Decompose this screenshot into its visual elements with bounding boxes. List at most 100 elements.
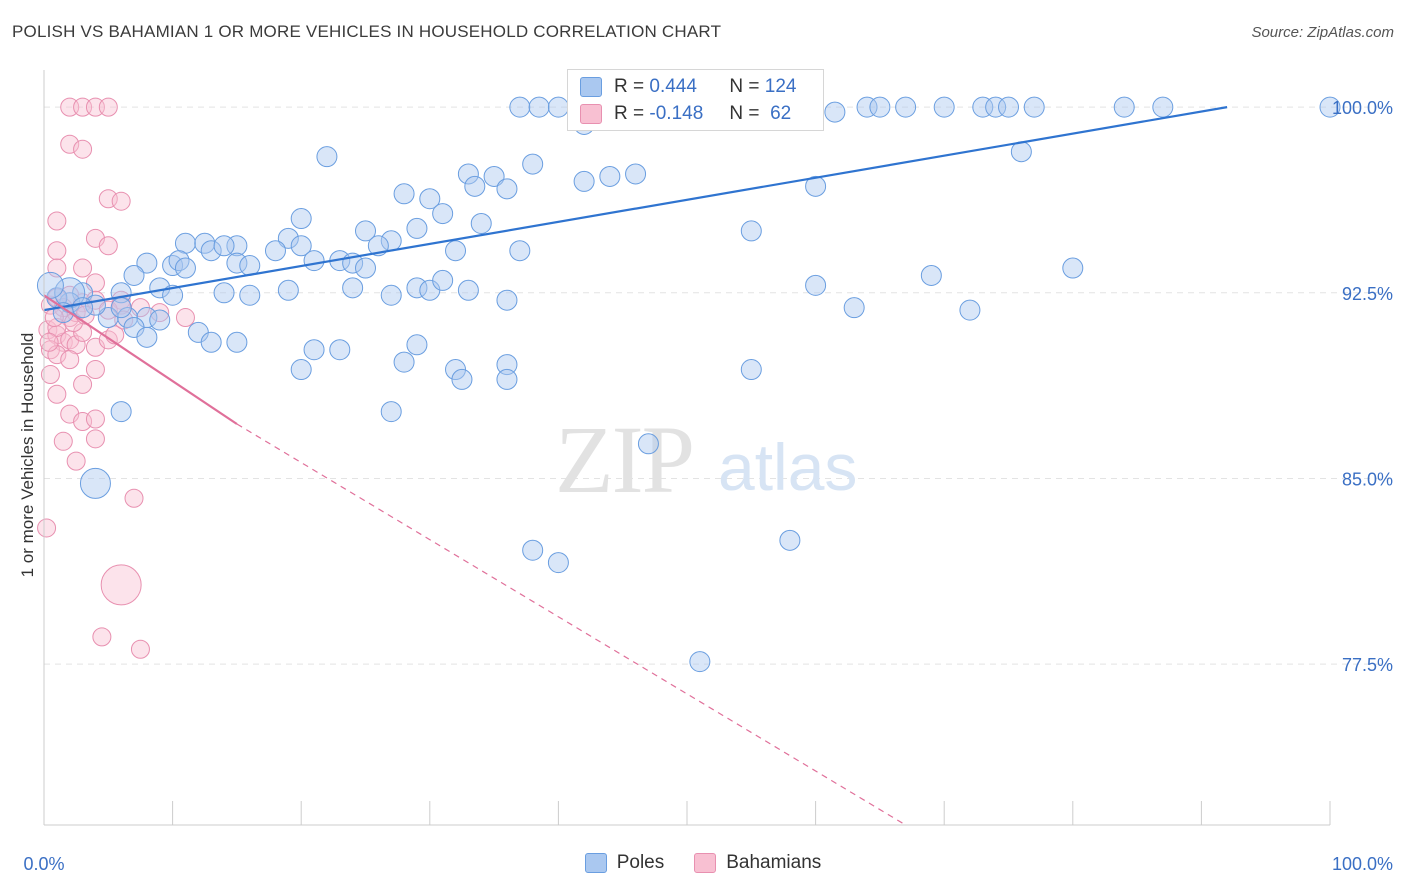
poles-point bbox=[213, 282, 235, 304]
bahamians-point bbox=[124, 488, 144, 508]
poles-point bbox=[445, 359, 467, 381]
poles-point bbox=[805, 274, 827, 296]
poles-point bbox=[367, 235, 389, 257]
bahamians-point bbox=[40, 364, 60, 384]
poles-point bbox=[406, 334, 428, 356]
poles-point bbox=[290, 235, 312, 257]
poles-point bbox=[290, 359, 312, 381]
poles-point bbox=[162, 284, 184, 306]
poles-point bbox=[496, 289, 518, 311]
bahamians-point bbox=[98, 300, 118, 320]
bahamians-trend-extrapolated bbox=[236, 423, 906, 826]
x-tick-label: 100.0% bbox=[1332, 854, 1393, 874]
bahamians-point bbox=[60, 350, 80, 370]
poles-point bbox=[149, 309, 171, 331]
poles-point bbox=[547, 552, 569, 574]
bahamians-point bbox=[150, 303, 170, 323]
poles-point bbox=[445, 240, 467, 262]
bahamians-point bbox=[85, 409, 105, 429]
bahamians-point bbox=[175, 308, 195, 328]
bahamians-point bbox=[47, 211, 67, 231]
bahamians-point bbox=[39, 332, 59, 352]
gridlines bbox=[44, 106, 1390, 665]
poles-point bbox=[869, 96, 891, 118]
stats-box: R = 0.444 N = 124 R = -0.148 N = 62 bbox=[567, 69, 824, 131]
bahamians-point bbox=[73, 258, 93, 278]
poles-point bbox=[432, 203, 454, 225]
poles-point bbox=[239, 284, 261, 306]
poles-point bbox=[72, 297, 94, 319]
poles-point bbox=[457, 279, 479, 301]
bahamians-point bbox=[73, 139, 93, 159]
bahamians-r-value: -0.148 bbox=[649, 103, 704, 124]
legend-item-bahamians[interactable]: Bahamians bbox=[694, 852, 821, 874]
poles-point bbox=[226, 331, 248, 353]
poles-point bbox=[972, 96, 994, 118]
poles-point bbox=[200, 240, 222, 262]
legend-poles-swatch bbox=[584, 853, 607, 873]
poles-point bbox=[110, 401, 132, 423]
poles-point bbox=[54, 277, 86, 309]
legend-bahamians-swatch bbox=[694, 853, 717, 873]
poles-point bbox=[959, 299, 981, 321]
poles-point bbox=[355, 220, 376, 242]
legend-bahamians-label: Bahamians bbox=[726, 852, 822, 873]
bahamians-point bbox=[73, 374, 93, 394]
chart-title: POLISH VS BAHAMIAN 1 OR MORE VEHICLES IN… bbox=[12, 22, 722, 41]
poles-point bbox=[303, 339, 325, 361]
poles-point bbox=[406, 277, 428, 299]
poles-point bbox=[451, 368, 473, 390]
poles-points bbox=[36, 96, 1341, 673]
poles-point bbox=[496, 368, 518, 390]
poles-n-value: 124 bbox=[764, 76, 797, 97]
poles-point bbox=[213, 235, 235, 257]
poles-point bbox=[779, 529, 801, 551]
bahamians-point bbox=[47, 384, 67, 404]
legend-item-poles[interactable]: Poles bbox=[584, 852, 665, 874]
poles-point bbox=[329, 339, 351, 361]
poles-point bbox=[740, 220, 762, 242]
bahamians-point bbox=[85, 429, 105, 449]
poles-point bbox=[522, 539, 544, 561]
bahamians-n-value: 62 bbox=[770, 103, 792, 124]
legend-poles-label: Poles bbox=[616, 852, 665, 873]
bahamians-trend-line bbox=[43, 294, 238, 425]
y-tick-label: 85.0% bbox=[1342, 469, 1393, 489]
watermark-zip: ZIP bbox=[555, 406, 693, 513]
poles-point bbox=[393, 351, 415, 373]
poles-point bbox=[406, 217, 428, 239]
poles-point bbox=[432, 269, 454, 291]
poles-point bbox=[547, 96, 569, 118]
poles-point bbox=[470, 212, 492, 234]
bahamians-point bbox=[47, 241, 67, 261]
poles-point bbox=[226, 235, 248, 257]
y-tick-label: 77.5% bbox=[1342, 655, 1393, 675]
poles-swatch bbox=[580, 77, 602, 97]
poles-point bbox=[226, 252, 248, 274]
poles-point bbox=[509, 240, 531, 262]
y-tick-label: 100.0% bbox=[1332, 98, 1393, 118]
legend: Poles Bahamians bbox=[0, 852, 1406, 874]
poles-n-label: N = bbox=[729, 76, 760, 97]
poles-point bbox=[1023, 96, 1045, 118]
bahamians-n-label: N = bbox=[729, 103, 760, 124]
poles-point bbox=[457, 163, 479, 185]
poles-point bbox=[264, 240, 286, 262]
poles-point bbox=[117, 307, 139, 329]
bahamians-point bbox=[98, 97, 118, 117]
bahamians-point bbox=[37, 518, 57, 538]
poles-point bbox=[1152, 96, 1174, 118]
poles-point bbox=[998, 96, 1019, 118]
bahamians-point bbox=[111, 191, 131, 211]
poles-point bbox=[573, 170, 595, 192]
poles-point bbox=[316, 146, 338, 168]
poles-point bbox=[464, 175, 486, 197]
poles-trend-line bbox=[43, 106, 1228, 312]
tick-labels: 100.0% 92.5% 85.0% 77.5% 0.0% 100.0% bbox=[23, 98, 1393, 874]
poles-point bbox=[824, 101, 846, 123]
bahamians-point bbox=[100, 564, 142, 606]
poles-r-label: R = bbox=[614, 76, 645, 97]
poles-point bbox=[277, 279, 299, 301]
poles-point bbox=[985, 96, 1007, 118]
